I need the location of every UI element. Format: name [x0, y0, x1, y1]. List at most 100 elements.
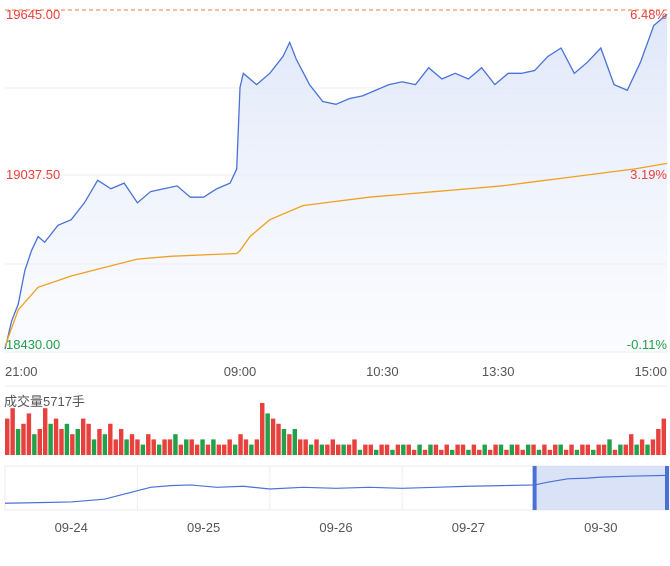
volume-bar — [618, 444, 623, 455]
volume-bar — [444, 444, 449, 455]
volume-bar — [601, 444, 607, 455]
volume-bar — [379, 444, 384, 455]
volume-bar — [336, 444, 341, 455]
volume-panel[interactable]: 成交量5717手 — [4, 385, 667, 455]
volume-bar — [298, 439, 303, 455]
volume-bar — [580, 444, 585, 455]
volume-bar — [531, 444, 536, 455]
volume-bar — [422, 449, 428, 455]
volume-bar — [477, 449, 482, 455]
volume-bar — [319, 444, 325, 455]
volume-bar — [330, 439, 335, 455]
navigator-selection[interactable] — [534, 466, 667, 510]
volume-bar — [493, 444, 498, 455]
volume-bar — [156, 444, 162, 455]
volume-bar — [32, 434, 37, 455]
price-panel[interactable]: 19645.00 19037.50 18430.00 6.48% 3.19% -… — [4, 7, 668, 379]
volume-bar — [70, 434, 75, 455]
volume-bar — [232, 444, 238, 455]
volume-bar — [281, 429, 287, 455]
volume-bar — [569, 444, 574, 455]
volume-bar — [466, 449, 471, 455]
volume-bar — [200, 439, 205, 455]
volume-bar — [254, 439, 260, 455]
average-price-line — [4, 162, 668, 347]
y-label-mid-right: 3.19% — [630, 167, 667, 182]
volume-bar — [553, 444, 558, 455]
date-tick-label: 09-24 — [55, 520, 88, 535]
volume-bar — [411, 449, 417, 455]
volume-bar — [113, 439, 118, 455]
volume-bar — [634, 444, 639, 455]
volume-bar — [520, 449, 525, 455]
volume-bar — [48, 423, 53, 455]
volume-bar — [227, 439, 232, 455]
volume-bar — [265, 413, 270, 455]
y-label-top-left: 19645.00 — [6, 7, 60, 22]
volume-bar — [205, 444, 211, 455]
navigator-right-handle[interactable] — [665, 466, 669, 510]
volume-bar — [216, 444, 222, 455]
volume-bar — [80, 418, 86, 455]
volume-bar — [15, 429, 21, 455]
volume-bar — [346, 444, 352, 455]
volume-bar — [417, 444, 422, 455]
volume-bar — [37, 429, 42, 455]
time-tick-label: 13:30 — [482, 364, 515, 379]
volume-bar — [211, 439, 216, 455]
y-label-bottom-right: -0.11% — [627, 337, 668, 352]
volume-bar — [308, 444, 314, 455]
volume-bar — [260, 403, 265, 455]
volume-bar — [238, 434, 243, 455]
price-area — [5, 14, 667, 352]
volume-bar — [585, 444, 591, 455]
time-tick-label: 21:00 — [5, 364, 38, 379]
volume-bar — [656, 429, 661, 455]
volume-bar — [547, 449, 553, 455]
volume-bar — [26, 413, 32, 455]
volume-bar — [363, 444, 368, 455]
volume-bar — [162, 439, 167, 455]
volume-bar — [10, 408, 15, 455]
volume-bar — [243, 439, 249, 455]
volume-bar — [373, 449, 379, 455]
volume-bar — [433, 444, 439, 455]
volume-bar — [325, 444, 330, 455]
volume-bar — [639, 439, 645, 455]
volume-bar — [498, 444, 504, 455]
volume-bar — [645, 444, 650, 455]
navigator-line — [4, 474, 668, 504]
volume-bar — [607, 439, 612, 455]
volume-bar — [542, 444, 547, 455]
volume-bar — [596, 444, 601, 455]
volume-bar — [558, 444, 563, 455]
volume-bar — [140, 444, 146, 455]
volume-bar — [118, 429, 124, 455]
volume-bars — [5, 403, 666, 455]
volume-bar — [64, 423, 70, 455]
volume-bar — [42, 408, 48, 455]
volume-bar — [167, 439, 173, 455]
volume-bar — [395, 444, 401, 455]
volume-bar — [623, 444, 629, 455]
volume-bar — [135, 439, 140, 455]
date-tick-label: 09-25 — [187, 520, 220, 535]
date-tick-label: 09-27 — [452, 520, 485, 535]
y-label-bottom-left: 18430.00 — [6, 337, 60, 352]
navigator-left-handle[interactable] — [532, 466, 537, 510]
volume-bar — [515, 444, 520, 455]
volume-bar — [129, 434, 135, 455]
volume-bar — [249, 444, 254, 455]
volume-bar — [194, 444, 200, 455]
time-tick-label: 10:30 — [366, 364, 399, 379]
volume-bar — [406, 444, 411, 455]
volume-bar — [270, 418, 276, 455]
volume-bar — [471, 444, 477, 455]
volume-bar — [401, 444, 406, 455]
volume-bar — [303, 439, 308, 455]
volume-bar — [368, 444, 373, 455]
volume-bar — [428, 444, 433, 455]
overview-navigator[interactable]: 09-24 09-25 09-26 09-27 09-30 — [4, 465, 669, 535]
date-tick-label: 09-26 — [319, 520, 352, 535]
